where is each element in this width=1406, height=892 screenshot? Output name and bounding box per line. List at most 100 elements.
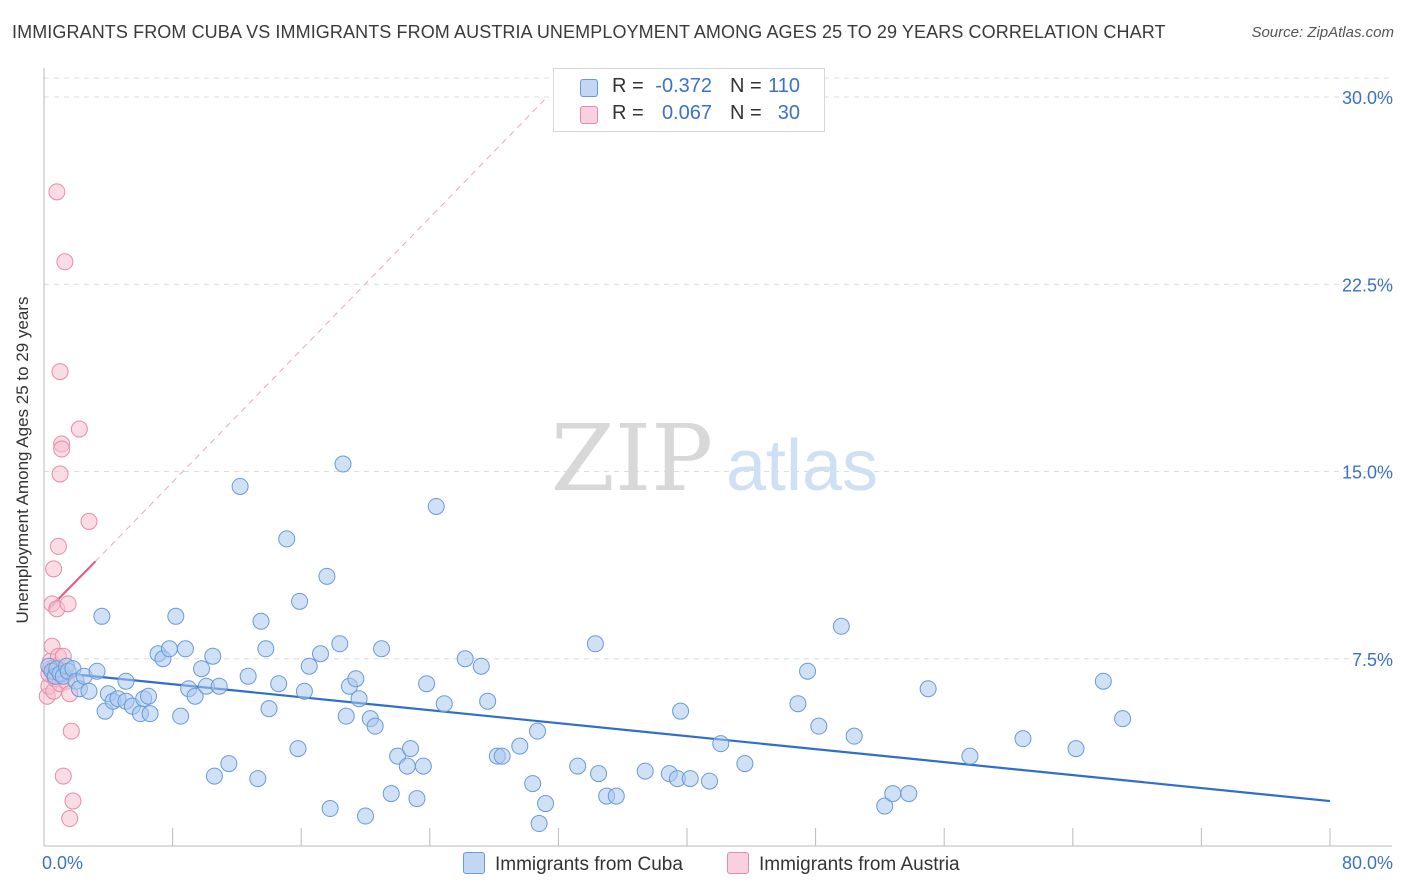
cuba-point[interactable]	[278, 530, 296, 548]
cuba-point[interactable]	[701, 772, 719, 790]
cuba-point[interactable]	[799, 662, 817, 680]
cuba-point[interactable]	[681, 770, 699, 788]
austria-point[interactable]	[62, 722, 80, 740]
cuba-point[interactable]	[167, 607, 185, 625]
cuba-point[interactable]	[382, 785, 400, 803]
cuba-point[interactable]	[321, 800, 339, 818]
legend-item-austria[interactable]: Immigrants from Austria	[727, 852, 960, 876]
cuba-point[interactable]	[884, 785, 902, 803]
cuba-point[interactable]	[736, 755, 754, 773]
cuba-point[interactable]	[93, 607, 111, 625]
cuba-point[interactable]	[210, 677, 228, 695]
cuba-point[interactable]	[524, 775, 542, 793]
cuba-point[interactable]	[186, 687, 204, 705]
austria-point[interactable]	[70, 420, 88, 438]
cuba-point[interactable]	[636, 762, 654, 780]
cuba-point[interactable]	[291, 592, 309, 610]
cuba-point[interactable]	[295, 682, 313, 700]
x-tick-label: 80.0%	[1342, 853, 1393, 873]
cuba-point[interactable]	[1014, 730, 1032, 748]
cuba-point[interactable]	[373, 640, 391, 658]
austria-point[interactable]	[45, 560, 63, 578]
cuba-point[interactable]	[300, 657, 318, 675]
cuba-point[interactable]	[220, 755, 238, 773]
cuba-point[interactable]	[204, 647, 222, 665]
austria-point[interactable]	[51, 465, 69, 483]
cuba-point[interactable]	[88, 662, 106, 680]
cuba-point[interactable]	[260, 700, 278, 718]
cuba-point[interactable]	[529, 722, 547, 740]
austria-point[interactable]	[54, 767, 72, 785]
cuba-point[interactable]	[530, 815, 548, 833]
cuba-point[interactable]	[537, 795, 555, 813]
cuba-point[interactable]	[493, 747, 511, 765]
cuba-point[interactable]	[172, 707, 190, 725]
cuba-point[interactable]	[176, 640, 194, 658]
cuba-point[interactable]	[350, 690, 368, 708]
austria-point[interactable]	[61, 810, 79, 828]
cuba-point[interactable]	[205, 767, 223, 785]
cuba-point[interactable]	[586, 635, 604, 653]
cuba-point[interactable]	[900, 785, 918, 803]
cuba-point[interactable]	[511, 737, 529, 755]
cuba-point[interactable]	[672, 702, 690, 720]
cuba-point[interactable]	[366, 717, 384, 735]
cuba-point[interactable]	[479, 692, 497, 710]
legend-item-cuba[interactable]: Immigrants from Cuba	[463, 852, 683, 876]
cuba-point[interactable]	[569, 757, 587, 775]
cuba-point[interactable]	[590, 765, 608, 783]
cuba-point[interactable]	[318, 567, 336, 585]
cuba-point[interactable]	[1094, 672, 1112, 690]
watermark-atlas: atlas	[726, 426, 878, 506]
cuba-point[interactable]	[239, 667, 257, 685]
cuba-point[interactable]	[1114, 710, 1132, 728]
y-tick-label: 7.5%	[1352, 650, 1393, 670]
cuba-point[interactable]	[961, 747, 979, 765]
cuba-point[interactable]	[139, 687, 157, 705]
austria-point[interactable]	[51, 363, 69, 381]
cuba-point[interactable]	[80, 682, 98, 700]
cuba-point[interactable]	[408, 790, 426, 808]
austria-point[interactable]	[53, 440, 71, 458]
cuba-point[interactable]	[435, 695, 453, 713]
cuba-point[interactable]	[832, 617, 850, 635]
cuba-point[interactable]	[347, 670, 365, 688]
cuba-point[interactable]	[289, 740, 307, 758]
cuba-point[interactable]	[414, 757, 432, 775]
cuba-point[interactable]	[231, 477, 249, 495]
cuba-point[interactable]	[334, 455, 352, 473]
cuba-point[interactable]	[845, 727, 863, 745]
cuba-point[interactable]	[402, 740, 420, 758]
cuba-point[interactable]	[160, 640, 178, 658]
cuba-point[interactable]	[141, 705, 159, 723]
cuba-point[interactable]	[117, 672, 135, 690]
austria-point[interactable]	[80, 512, 98, 530]
austria-point[interactable]	[59, 595, 77, 613]
cuba-point[interactable]	[789, 695, 807, 713]
correlation-legend: R = -0.372 N = 110 R = 0.067 N = 30	[553, 68, 825, 132]
cuba-point[interactable]	[810, 717, 828, 735]
cuba-point[interactable]	[456, 650, 474, 668]
cuba-point[interactable]	[876, 797, 894, 815]
cuba-point[interactable]	[919, 680, 937, 698]
cuba-point[interactable]	[1067, 740, 1085, 758]
cuba-point[interactable]	[311, 645, 329, 663]
cuba-point[interactable]	[607, 787, 625, 805]
austria-point[interactable]	[64, 792, 82, 810]
cuba-point[interactable]	[398, 757, 416, 775]
cuba-point[interactable]	[712, 735, 730, 753]
cuba-point[interactable]	[249, 770, 267, 788]
cuba-point[interactable]	[270, 675, 288, 693]
cuba-point[interactable]	[472, 657, 490, 675]
cuba-point[interactable]	[257, 640, 275, 658]
austria-point[interactable]	[56, 253, 74, 271]
cuba-point[interactable]	[331, 635, 349, 653]
austria-point[interactable]	[49, 537, 67, 555]
cuba-point[interactable]	[252, 612, 270, 630]
austria-point[interactable]	[48, 183, 66, 201]
cuba-point[interactable]	[427, 497, 445, 515]
cuba-point[interactable]	[357, 807, 374, 825]
cuba-point[interactable]	[418, 675, 436, 693]
cuba-point[interactable]	[193, 660, 211, 678]
cuba-point[interactable]	[337, 707, 355, 725]
